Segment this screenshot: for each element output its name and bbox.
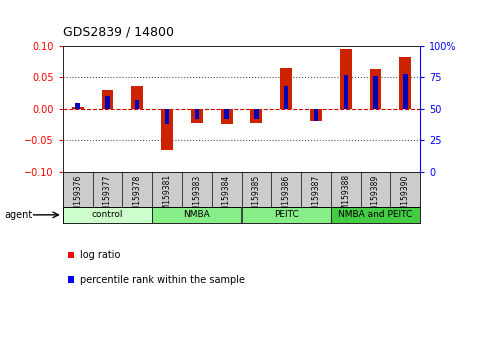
Bar — [195, 109, 199, 119]
Bar — [373, 76, 378, 109]
Text: GSM159389: GSM159389 — [371, 175, 380, 221]
Bar — [63, 207, 152, 223]
Text: GSM159390: GSM159390 — [401, 175, 410, 221]
Text: GSM159385: GSM159385 — [252, 175, 261, 221]
Text: percentile rank within the sample: percentile rank within the sample — [80, 275, 245, 285]
Bar — [105, 96, 110, 109]
Bar — [165, 109, 169, 124]
Text: GSM159387: GSM159387 — [312, 175, 320, 221]
Bar — [343, 75, 348, 109]
Bar — [284, 86, 288, 109]
Text: GSM159388: GSM159388 — [341, 175, 350, 221]
Text: agent: agent — [5, 210, 33, 220]
Bar — [161, 109, 173, 150]
Bar — [369, 69, 382, 109]
Bar — [72, 107, 84, 109]
Bar — [221, 109, 233, 125]
Bar — [225, 109, 229, 119]
Bar — [280, 68, 292, 109]
Text: GSM159377: GSM159377 — [103, 175, 112, 221]
Text: NMBA and PEITC: NMBA and PEITC — [339, 210, 412, 219]
Bar — [101, 90, 114, 109]
Text: GSM159381: GSM159381 — [163, 175, 171, 221]
Bar — [152, 207, 242, 223]
Text: control: control — [92, 210, 123, 219]
Bar — [254, 109, 258, 119]
Text: GSM159384: GSM159384 — [222, 175, 231, 221]
Text: GSM159383: GSM159383 — [192, 175, 201, 221]
Text: GSM159386: GSM159386 — [282, 175, 291, 221]
Bar — [403, 74, 408, 109]
Bar — [75, 103, 80, 109]
Text: NMBA: NMBA — [184, 210, 210, 219]
Text: log ratio: log ratio — [80, 250, 120, 260]
Bar — [314, 109, 318, 121]
Bar — [251, 109, 262, 122]
Bar — [191, 109, 203, 122]
Bar — [135, 100, 140, 109]
Text: PEITC: PEITC — [274, 210, 298, 219]
Bar — [310, 109, 322, 121]
Bar — [331, 207, 420, 223]
Text: GSM159376: GSM159376 — [73, 175, 82, 221]
Text: GDS2839 / 14800: GDS2839 / 14800 — [63, 26, 174, 39]
Text: GSM159378: GSM159378 — [133, 175, 142, 221]
Bar — [399, 57, 412, 109]
Bar — [242, 207, 331, 223]
Bar — [131, 86, 143, 109]
Bar — [340, 48, 352, 109]
